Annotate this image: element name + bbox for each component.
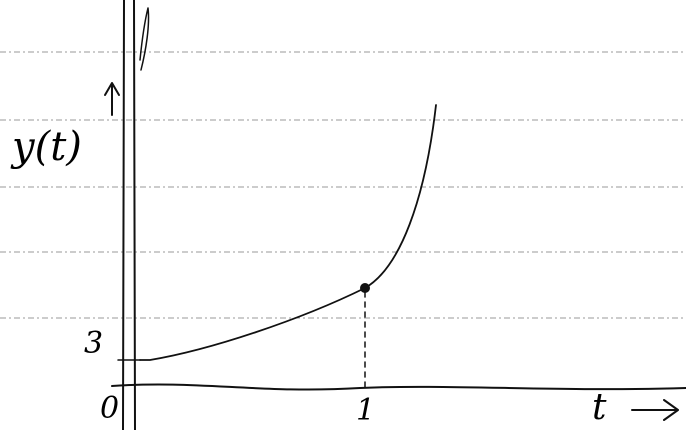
y-axis-line bbox=[122, 0, 125, 430]
paper-rules bbox=[0, 51, 686, 319]
x-axis-arrow bbox=[631, 399, 679, 421]
y-axis-arrow bbox=[104, 82, 120, 116]
axis-scribble bbox=[139, 7, 150, 71]
y-label: y(t) bbox=[10, 124, 82, 170]
x-axis-line bbox=[111, 383, 686, 391]
origin-label: 0 bbox=[100, 391, 119, 426]
x-label: t bbox=[592, 387, 607, 428]
y-axis-line bbox=[133, 0, 136, 430]
x-tick-label: 1 bbox=[356, 393, 375, 428]
y-axis bbox=[122, 0, 150, 430]
curve bbox=[139, 104, 437, 361]
y-tick-label: 3 bbox=[84, 326, 103, 361]
point bbox=[360, 283, 370, 293]
